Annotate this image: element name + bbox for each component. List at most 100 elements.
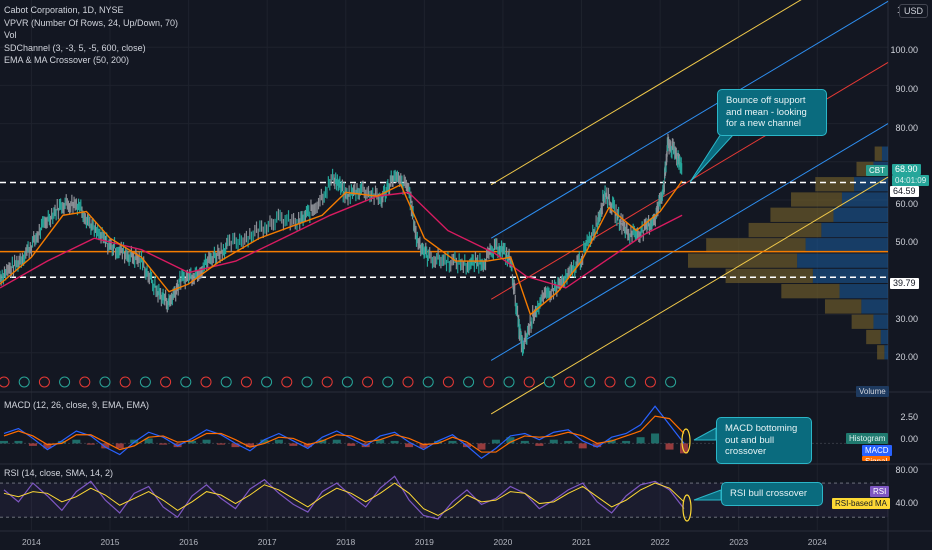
earnings-marker — [180, 376, 192, 388]
callout-macd: MACD bottoming out and bull crossover — [716, 417, 812, 464]
earnings-marker — [463, 376, 475, 388]
earnings-marker — [261, 376, 273, 388]
macd-histogram-bar — [332, 439, 341, 444]
vp-bar-down — [748, 222, 822, 238]
macd-histogram-bar — [434, 440, 443, 444]
vp-bar-down — [874, 146, 882, 161]
earnings-marker — [665, 376, 677, 388]
earnings-marker — [362, 376, 374, 388]
earnings-marker — [160, 376, 172, 388]
macd-histogram-bar — [448, 440, 457, 444]
indicator-vol[interactable]: Vol — [4, 30, 17, 40]
price-axis-60: 60.00 — [895, 199, 918, 209]
earnings-marker — [119, 376, 131, 388]
vp-bar-up — [797, 253, 888, 268]
earnings-marker — [79, 376, 91, 388]
symbol-tag: CBT — [866, 165, 888, 176]
earnings-marker — [402, 376, 414, 388]
macd-signal-line — [3, 415, 685, 453]
time-axis-label: 2017 — [257, 537, 277, 547]
macd-histogram-bar — [245, 443, 254, 448]
macd-histogram-bar — [622, 440, 631, 444]
earnings-marker — [644, 376, 656, 388]
indicator-vpvr[interactable]: VPVR (Number Of Rows, 24, Up/Down, 70) — [4, 17, 179, 28]
earnings-marker — [422, 376, 434, 388]
callout-pointers — [689, 122, 746, 501]
macd-histogram-bar — [390, 440, 399, 444]
time-axis-label: 2023 — [729, 537, 749, 547]
earnings-marker — [281, 376, 293, 388]
rsi-axis-40: 40.00 — [895, 498, 918, 508]
earnings-marker — [624, 376, 636, 388]
macd-histogram-bar — [231, 443, 240, 448]
indicator-ema-ma[interactable]: EMA & MA Crossover (50, 200) — [4, 55, 130, 65]
earnings-marker — [240, 376, 252, 388]
earnings-marker — [503, 376, 515, 388]
vp-bar-up — [884, 345, 888, 360]
vp-bar-down — [688, 253, 798, 268]
macd-histogram-bar — [86, 443, 95, 445]
earnings-marker — [38, 376, 50, 388]
vp-bar-down — [824, 299, 862, 314]
time-axis-label: 2020 — [493, 537, 513, 547]
macd-histogram-bar — [0, 440, 8, 444]
macd-histogram-bar — [419, 443, 428, 449]
rsi-tag: RSI — [870, 486, 890, 497]
earnings-marker — [564, 376, 576, 388]
macd-histogram-bar — [564, 440, 573, 444]
price-axis-100: 100.00 — [890, 45, 918, 55]
price-axis-30: 30.00 — [895, 314, 918, 324]
vp-bar-down — [791, 192, 842, 207]
macd-histogram-bar — [520, 440, 529, 444]
vp-bar-up — [839, 284, 888, 299]
macd-histogram-bar — [14, 440, 23, 444]
vp-bar-up — [881, 146, 888, 161]
earnings-marker — [200, 376, 212, 388]
macd-histogram-bar — [57, 440, 66, 444]
earnings-marker — [0, 376, 10, 388]
level-tag-lo: 39.79 — [890, 278, 919, 289]
ema50-line — [0, 180, 683, 316]
macd-signal-tag: Signal — [862, 456, 891, 461]
earnings-marker — [584, 376, 596, 388]
channel-line — [490, 176, 889, 415]
vp-bar-up — [841, 192, 888, 207]
price-axis-20: 20.00 — [895, 352, 918, 362]
chart-legend: Cabot Corporation, 1D, NYSE VPVR (Number… — [4, 4, 178, 67]
macd-histogram-bar — [491, 439, 500, 444]
earnings-marker — [382, 376, 394, 388]
earnings-marker — [220, 376, 232, 388]
currency-button[interactable]: USD — [898, 4, 928, 18]
earnings-marker — [523, 376, 535, 388]
time-axis-label: 2015 — [100, 537, 120, 547]
time-axis-label: 2018 — [336, 537, 356, 547]
vp-bar-up — [854, 177, 888, 192]
rsi-highlight-ellipse — [682, 494, 692, 522]
earnings-marker — [321, 376, 333, 388]
rsi-legend[interactable]: RSI (14, close, SMA, 14, 2) — [4, 468, 114, 478]
vp-bar-up — [880, 329, 888, 345]
macd-legend[interactable]: MACD (12, 26, close, 9, EMA, EMA) — [4, 400, 150, 410]
time-axis-label: 2022 — [650, 537, 670, 547]
price-series — [0, 133, 683, 356]
macd-histogram-bar — [115, 443, 124, 449]
earnings-marker — [442, 376, 454, 388]
indicator-sdchannel[interactable]: SDChannel (3, -3, 5, -5, 600, close) — [4, 42, 146, 53]
macd-histogram-bar — [665, 443, 674, 450]
vp-bar-up — [812, 268, 888, 284]
vp-bar-down — [815, 177, 855, 192]
macd-histogram-bar — [506, 437, 515, 444]
macd-histogram-bar — [144, 438, 153, 444]
callout-main: Bounce off support and mean - looking fo… — [717, 89, 827, 136]
macd-histogram-bar — [318, 439, 327, 444]
earnings-marker — [59, 376, 71, 388]
earnings-markers — [0, 376, 677, 388]
time-axis-label: 2021 — [572, 537, 591, 547]
macd-line — [3, 405, 685, 460]
macd-histogram-bar — [549, 439, 558, 444]
rsi-ma-line — [3, 482, 685, 517]
macd-histogram-bar — [347, 443, 356, 446]
macd-line-tag: MACD — [862, 445, 892, 456]
vp-bar-up — [833, 207, 888, 222]
